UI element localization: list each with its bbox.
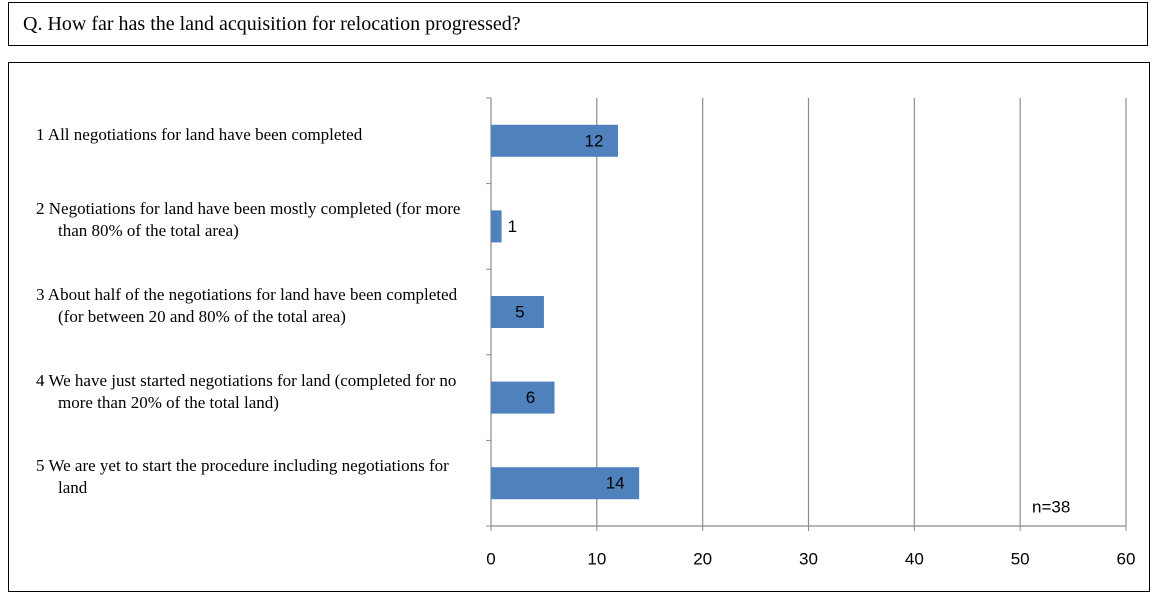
category-label: 2 Negotiations for land have been mostly…: [36, 199, 461, 241]
question: Q. How far has the land acquisition for …: [8, 2, 1148, 46]
bar: [491, 381, 555, 414]
data-label: 5: [515, 302, 524, 321]
bar: [491, 124, 618, 157]
x-tick-label: 60: [1117, 549, 1136, 568]
x-tick-label: 10: [587, 549, 606, 568]
bar: [491, 296, 544, 328]
data-label: 12: [585, 131, 604, 150]
category-label: 3 About half of the negotiations for lan…: [36, 285, 458, 326]
data-label: 6: [526, 388, 535, 407]
category-label: 1 All negotiations for land have been co…: [36, 124, 363, 144]
chart: 0 10 20 30 40 50 60 12 1 5 6 14 n=38: [486, 97, 1136, 568]
page: Q. How far has the land acquisition for …: [8, 2, 1150, 592]
x-tick-label: 0: [486, 549, 495, 568]
category-label: 4 We have just started negotiations for …: [36, 370, 457, 412]
annotation: n=38: [1032, 497, 1070, 516]
x-tick-label: 50: [1011, 549, 1030, 568]
bar: [491, 467, 640, 500]
x-tick-label: 20: [693, 549, 712, 568]
category-label: 5 We are yet to start the procedure incl…: [36, 456, 449, 498]
data-label: 14: [606, 474, 625, 493]
bar: [491, 210, 502, 243]
data-label: 1: [508, 217, 517, 236]
x-tick-label: 30: [799, 549, 818, 568]
x-tick-label: 40: [905, 549, 924, 568]
